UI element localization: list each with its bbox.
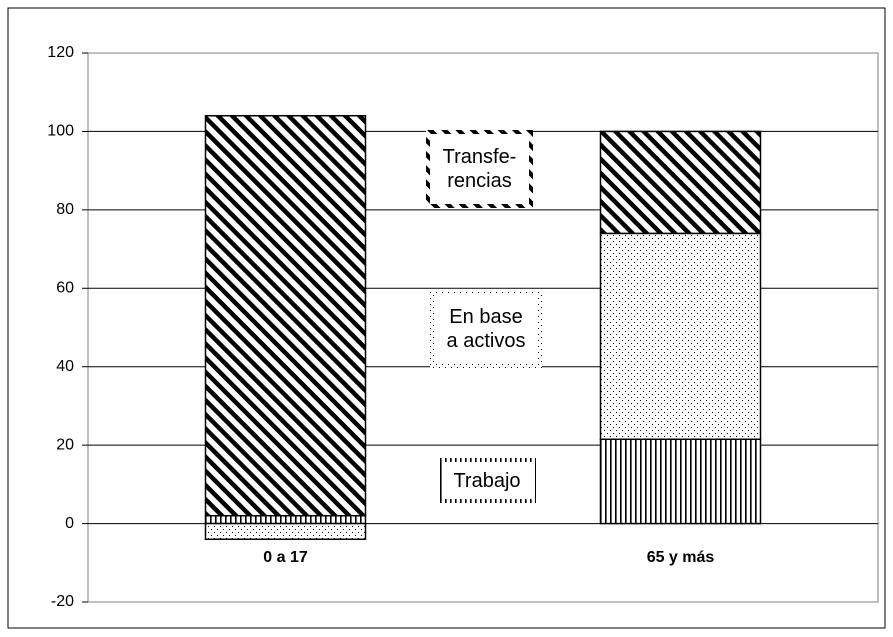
y-tick-label: -20 — [51, 593, 74, 610]
y-tick-label: 20 — [56, 436, 74, 453]
y-tick-label: 100 — [47, 123, 74, 140]
bar-segment — [204, 114, 367, 517]
bar-segment — [599, 232, 762, 441]
y-tick-label: 120 — [47, 44, 74, 61]
bar-segment — [599, 130, 762, 235]
x-tick-label: 65 y más — [647, 549, 715, 566]
plot-area — [87, 52, 879, 603]
y-tick-label: 60 — [56, 280, 74, 297]
y-tick-label: 0 — [65, 515, 74, 532]
y-tick-label: 40 — [56, 358, 74, 375]
legend-label: Transfe- rencias — [430, 134, 529, 204]
x-tick-label: 0 a 17 — [263, 549, 308, 566]
legend-label: Trabajo — [442, 462, 532, 499]
y-tick-label: 80 — [56, 201, 74, 218]
legend-label: En base a activos — [434, 294, 538, 364]
bar-segment — [204, 522, 367, 541]
bar-segment — [204, 514, 367, 525]
bar-segment — [599, 438, 762, 525]
